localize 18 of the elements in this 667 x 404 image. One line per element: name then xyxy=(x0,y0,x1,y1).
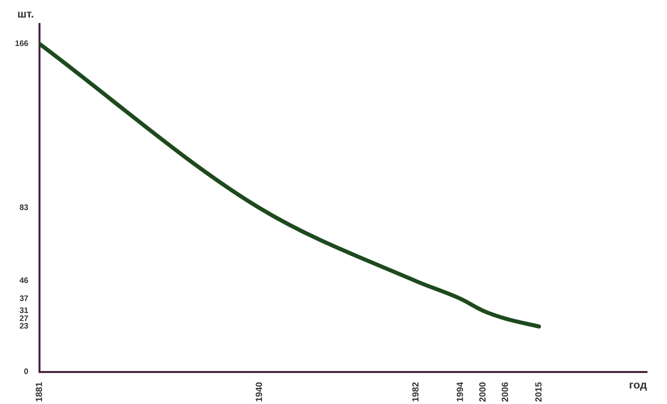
x-tick-label: 2015 xyxy=(533,382,544,402)
y-tick-label: 37 xyxy=(19,294,29,304)
x-tick-label: 1982 xyxy=(410,382,420,402)
line-series xyxy=(39,42,541,329)
y-tick-label: 83 xyxy=(19,203,29,212)
x-tick-label: 2000 xyxy=(477,382,488,402)
x-tick-label: 1881 xyxy=(34,382,44,402)
y-tick-label: 27 xyxy=(19,314,29,323)
x-tick-label: 2006 xyxy=(500,382,510,402)
x-axis-title: год xyxy=(629,380,648,392)
x-tick-label: 1994 xyxy=(455,382,466,402)
y-axis-title: шт. xyxy=(17,8,34,21)
y-tick-label: 23 xyxy=(19,322,29,331)
y-tick-label: 0 xyxy=(24,367,29,376)
y-tick-label: 31 xyxy=(19,306,29,315)
y-tick-label: 166 xyxy=(14,38,29,48)
y-tick-label: 46 xyxy=(19,276,29,286)
x-tick-label: 1940 xyxy=(254,382,264,402)
